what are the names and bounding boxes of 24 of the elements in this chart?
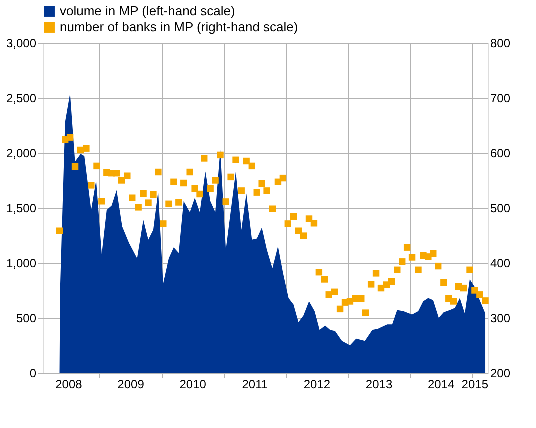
x-tick-label: 2012 — [304, 378, 331, 392]
y-tick-label: 1,000 — [6, 256, 37, 270]
y2-tick-label: 600 — [490, 146, 511, 160]
x-tick-label: 2011 — [242, 378, 268, 392]
x-tick-label: 2015 — [462, 378, 489, 392]
x-tick-label: 2014 — [428, 378, 455, 392]
x-tick-label: 2008 — [56, 378, 83, 392]
y2-tick-label: 300 — [490, 312, 511, 326]
y2-tick-label: 700 — [490, 92, 511, 106]
y-tick-label: 0 — [30, 366, 37, 380]
y-tick-label: 500 — [16, 312, 37, 326]
y2-tick-label: 200 — [490, 366, 511, 380]
y-tick-label: 3,000 — [6, 36, 37, 50]
x-tick-label: 2009 — [118, 378, 145, 392]
legend-label: volume in MP (left-hand scale) — [60, 4, 236, 18]
y2-tick-label: 400 — [490, 256, 511, 270]
legend-label: number of banks in MP (right-hand scale) — [60, 20, 298, 34]
y-tick-label: 2,000 — [6, 146, 37, 160]
x-tick-label: 2010 — [180, 378, 207, 392]
x-tick-label: 2013 — [366, 378, 393, 392]
y2-tick-label: 800 — [490, 36, 511, 50]
y-tick-label: 1,500 — [6, 202, 37, 216]
y2-tick-label: 500 — [490, 202, 511, 216]
y-tick-label: 2,500 — [6, 92, 37, 106]
